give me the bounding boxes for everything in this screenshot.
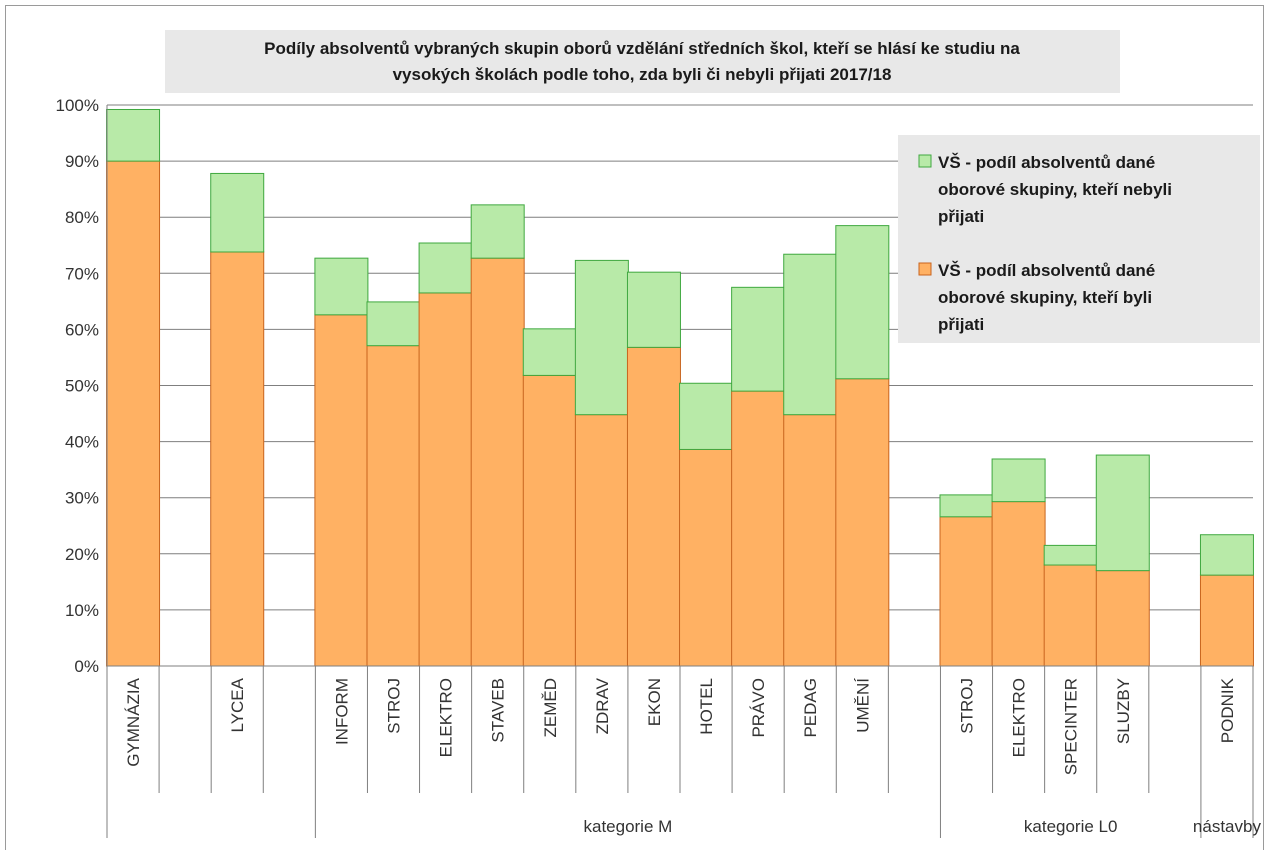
y-tick-label: 0%: [74, 657, 99, 676]
bar-admitted: [626, 346, 681, 667]
x-category-label: EKON: [645, 678, 664, 726]
y-tick-label: 10%: [65, 601, 99, 620]
x-category-label: LYCEA: [228, 677, 247, 732]
bar-not-admitted: [314, 257, 369, 316]
x-category-label: STROJ: [385, 678, 404, 734]
legend: VŠ - podíl absolventů dané oborové skupin…: [898, 135, 1260, 343]
bars: [106, 108, 1254, 667]
bar-not-admitted: [835, 225, 890, 380]
legend-label: VŠ - podíl absolventů dané: [938, 261, 1155, 280]
legend-label: přijati: [938, 315, 984, 334]
title-background: [165, 30, 1120, 93]
bar-admitted: [835, 378, 890, 667]
legend-label: oborové skupiny, kteří byli: [938, 288, 1152, 307]
bar-not-admitted: [731, 286, 786, 392]
bar-admitted: [731, 390, 786, 667]
x-category-label: UMĚNÍ: [853, 678, 872, 733]
x-category-label: ZDRAV: [593, 677, 612, 734]
bar-admitted: [939, 516, 994, 667]
legend-label: přijati: [938, 207, 984, 226]
y-tick-label: 50%: [65, 377, 99, 396]
bar-not-admitted: [1199, 534, 1254, 576]
bar-admitted: [1095, 570, 1150, 667]
x-category-label: STROJ: [958, 678, 977, 734]
bar-admitted: [783, 414, 838, 667]
bar-admitted: [366, 345, 421, 667]
legend-swatch: [918, 154, 932, 168]
x-group-label: kategorie L0: [1024, 817, 1118, 836]
legend-swatch: [918, 262, 932, 276]
x-category-label: PRÁVO: [749, 678, 768, 738]
bar-admitted: [522, 374, 577, 667]
bar-not-admitted: [418, 242, 473, 294]
bar-not-admitted: [783, 253, 838, 416]
bar-admitted: [418, 292, 473, 667]
bar-admitted: [574, 414, 629, 667]
bar-not-admitted: [574, 259, 629, 416]
x-group-label: kategorie M: [583, 817, 672, 836]
x-category-label: GYMNÁZIA: [124, 677, 143, 766]
bar-admitted: [470, 257, 525, 667]
bar-admitted: [210, 251, 265, 667]
bar-not-admitted: [470, 204, 525, 259]
y-tick-label: 70%: [65, 264, 99, 283]
x-category-label: SPECINTER: [1062, 678, 1081, 775]
y-tick-label: 60%: [65, 320, 99, 339]
bar-not-admitted: [106, 108, 161, 162]
y-tick-label: 90%: [65, 152, 99, 171]
x-category-label: ELEKTRO: [1010, 678, 1029, 757]
x-group-label: nástavby: [1193, 817, 1262, 836]
x-category-label: SLUZBY: [1114, 678, 1133, 744]
chart-title: Podíly absolventů vybraných skupin oborů…: [165, 30, 1120, 93]
bar-admitted: [679, 448, 734, 667]
bar-not-admitted: [522, 328, 577, 376]
y-tick-label: 30%: [65, 489, 99, 508]
x-category-label: PODNIK: [1218, 677, 1237, 743]
bar-admitted: [314, 314, 369, 667]
x-category-label: PEDAG: [801, 678, 820, 738]
legend-label: oborové skupiny, kteří nebyli: [938, 180, 1172, 199]
axes: 0% 10% 20% 30% 40% 50% 60% 70% 80% 90% 100% GYMNÁZI…: [5, 5, 1264, 855]
x-category-label: INFORM: [332, 678, 351, 745]
y-tick-label: 40%: [65, 433, 99, 452]
bar-not-admitted: [626, 271, 681, 348]
bar-not-admitted: [679, 382, 734, 450]
x-category-label: STAVEB: [489, 678, 508, 743]
y-tick-label: 80%: [65, 208, 99, 227]
x-category-label: ELEKTRO: [437, 678, 456, 757]
y-tick-label: 20%: [65, 545, 99, 564]
legend-label: VŠ - podíl absolventů dané: [938, 153, 1155, 172]
bar-admitted: [991, 501, 1046, 667]
bar-admitted: [1043, 564, 1098, 667]
legend-background: [898, 135, 1260, 343]
bar-not-admitted: [1095, 454, 1150, 572]
x-category-label: ZEMĚD: [541, 678, 560, 738]
x-category-label: HOTEL: [697, 678, 716, 735]
bar-not-admitted: [939, 494, 994, 518]
y-tick-label: 100%: [56, 96, 99, 115]
chart-border: [5, 5, 1264, 855]
bar-not-admitted: [366, 301, 421, 347]
title-line-1: Podíly absolventů vybraných skupin oborů…: [264, 39, 1020, 58]
bar-admitted: [1199, 574, 1254, 667]
bar-not-admitted: [991, 458, 1046, 503]
bar-not-admitted: [210, 172, 265, 253]
bar-not-admitted: [1043, 544, 1098, 566]
bar-admitted: [106, 160, 161, 667]
title-line-2: vysokých školách podle toho, zda byli či…: [393, 65, 892, 84]
